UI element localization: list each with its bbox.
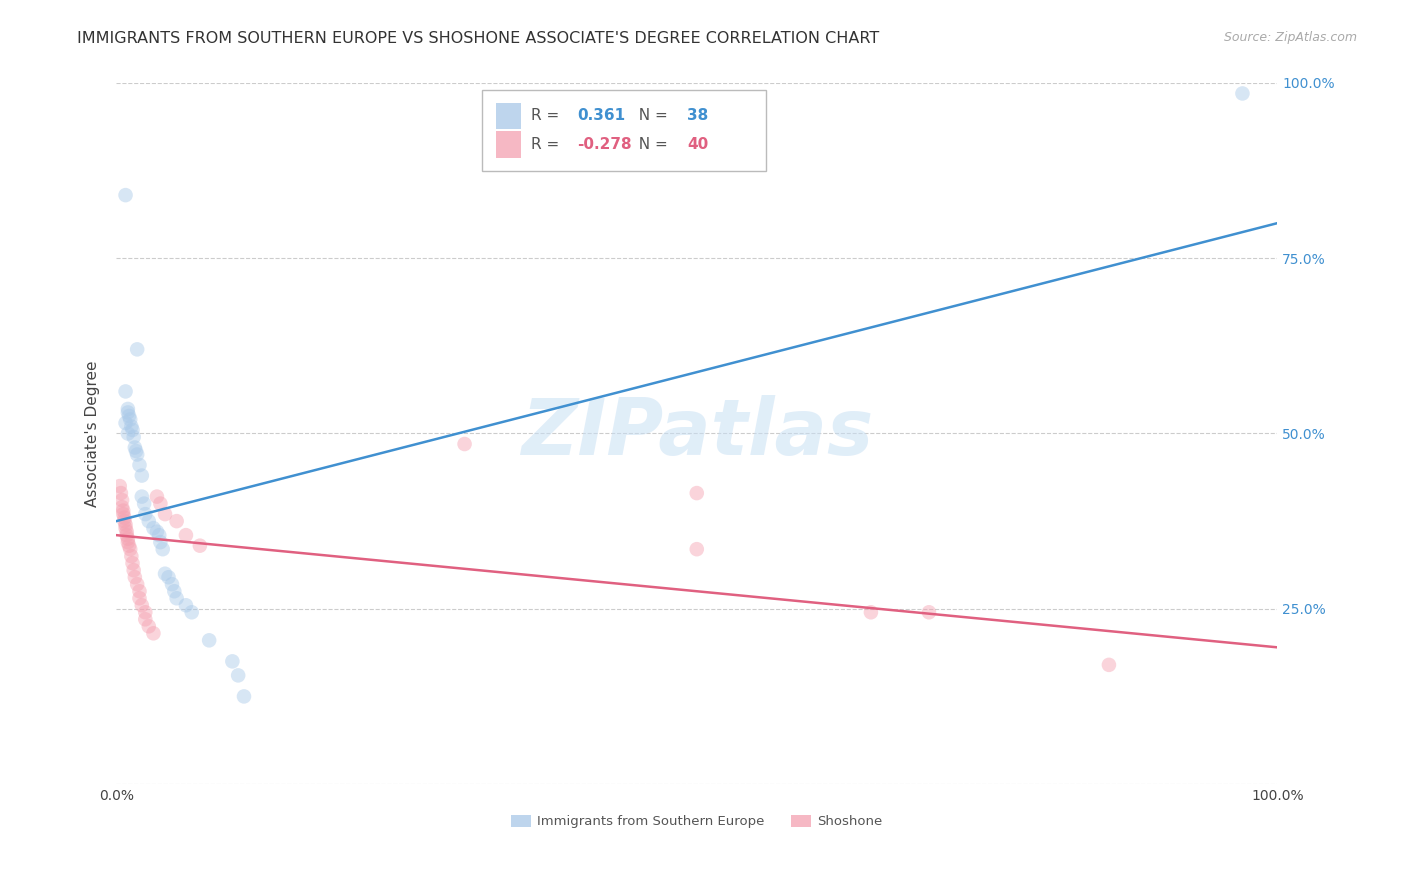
Point bbox=[117, 401, 139, 416]
Point bbox=[166, 591, 188, 606]
Point bbox=[112, 507, 135, 521]
Text: IMMIGRANTS FROM SOUTHERN EUROPE VS SHOSHONE ASSOCIATE'S DEGREE CORRELATION CHART: IMMIGRANTS FROM SOUTHERN EUROPE VS SHOSH… bbox=[77, 31, 880, 46]
Point bbox=[152, 542, 174, 557]
Point bbox=[163, 584, 186, 599]
Text: R =: R = bbox=[530, 109, 564, 123]
Point bbox=[114, 416, 136, 430]
Point bbox=[166, 514, 188, 528]
Text: R =: R = bbox=[530, 137, 564, 153]
Text: -0.278: -0.278 bbox=[578, 137, 631, 153]
Point bbox=[111, 493, 134, 508]
Point bbox=[142, 521, 165, 535]
Point bbox=[174, 528, 197, 542]
Point bbox=[226, 668, 249, 682]
Point bbox=[233, 690, 256, 704]
Point bbox=[128, 584, 150, 599]
Point bbox=[128, 458, 150, 472]
Point bbox=[125, 444, 148, 458]
Point bbox=[114, 521, 136, 535]
Point bbox=[859, 605, 882, 619]
Point bbox=[146, 490, 169, 504]
Point bbox=[121, 556, 143, 570]
Point bbox=[138, 514, 160, 528]
Text: 0.361: 0.361 bbox=[578, 109, 626, 123]
Point bbox=[146, 524, 169, 539]
Point bbox=[127, 343, 149, 357]
Point bbox=[120, 549, 142, 564]
Point bbox=[149, 535, 172, 549]
Text: N =: N = bbox=[630, 137, 673, 153]
Point bbox=[1098, 657, 1121, 672]
Point bbox=[157, 570, 180, 584]
Text: N =: N = bbox=[630, 109, 673, 123]
Point bbox=[124, 441, 146, 455]
Text: 38: 38 bbox=[688, 109, 709, 123]
Point bbox=[188, 539, 211, 553]
Point bbox=[120, 419, 142, 434]
Point bbox=[114, 384, 136, 399]
Point bbox=[134, 612, 156, 626]
Point bbox=[134, 497, 156, 511]
Point bbox=[134, 507, 156, 521]
Point bbox=[120, 542, 142, 557]
Point bbox=[127, 448, 149, 462]
Point bbox=[112, 510, 135, 524]
Bar bbox=[496, 103, 522, 129]
Point bbox=[149, 497, 172, 511]
Point bbox=[122, 563, 145, 577]
Point bbox=[131, 468, 153, 483]
Point bbox=[142, 626, 165, 640]
Point bbox=[148, 528, 170, 542]
Point bbox=[918, 605, 941, 619]
Text: 40: 40 bbox=[688, 137, 709, 153]
Point bbox=[198, 633, 221, 648]
Point bbox=[128, 591, 150, 606]
Point bbox=[134, 605, 156, 619]
Point bbox=[120, 412, 142, 426]
Point bbox=[153, 566, 176, 581]
Point bbox=[117, 532, 139, 546]
Point bbox=[131, 599, 153, 613]
Point bbox=[118, 409, 141, 423]
Legend: Immigrants from Southern Europe, Shoshone: Immigrants from Southern Europe, Shoshon… bbox=[506, 810, 889, 833]
Point bbox=[124, 570, 146, 584]
Point bbox=[174, 599, 197, 613]
Text: ZIPatlas: ZIPatlas bbox=[520, 395, 873, 472]
Point bbox=[118, 539, 141, 553]
Point bbox=[110, 486, 132, 500]
Text: Source: ZipAtlas.com: Source: ZipAtlas.com bbox=[1223, 31, 1357, 45]
Point bbox=[686, 486, 709, 500]
Bar bbox=[482, 90, 766, 170]
Point bbox=[180, 605, 202, 619]
Point bbox=[117, 405, 139, 419]
Point bbox=[121, 423, 143, 437]
Point bbox=[114, 517, 136, 532]
Point bbox=[112, 514, 135, 528]
Point bbox=[108, 479, 131, 493]
Point bbox=[1232, 87, 1254, 101]
Point bbox=[115, 524, 138, 539]
Point bbox=[115, 528, 138, 542]
Point bbox=[114, 188, 136, 202]
Point bbox=[112, 503, 135, 517]
Point bbox=[131, 490, 153, 504]
Point bbox=[117, 426, 139, 441]
Point bbox=[160, 577, 183, 591]
Point bbox=[138, 619, 160, 633]
Y-axis label: Associate's Degree: Associate's Degree bbox=[86, 360, 100, 507]
Point bbox=[686, 542, 709, 557]
Point bbox=[221, 654, 243, 668]
Point bbox=[127, 577, 149, 591]
Point bbox=[117, 535, 139, 549]
Point bbox=[453, 437, 475, 451]
Point bbox=[153, 507, 176, 521]
Point bbox=[122, 430, 145, 444]
Bar bbox=[496, 131, 522, 158]
Point bbox=[111, 500, 134, 515]
